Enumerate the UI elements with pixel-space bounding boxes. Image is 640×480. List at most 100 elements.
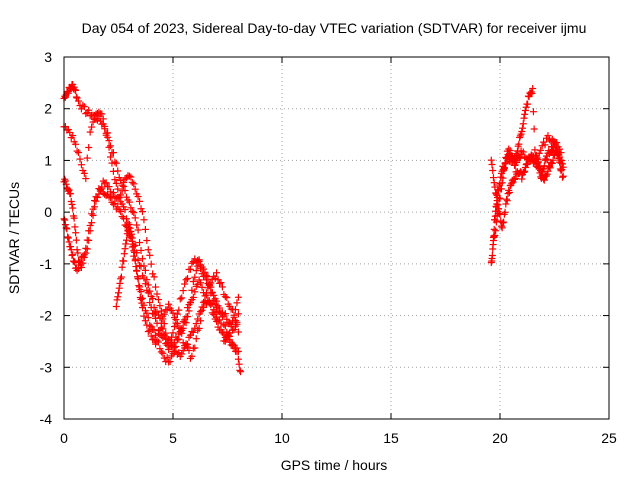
data-point — [80, 169, 88, 177]
data-point — [489, 237, 497, 245]
data-point — [113, 296, 121, 304]
data-point — [80, 103, 88, 111]
data-point — [235, 360, 243, 368]
data-point — [160, 320, 168, 328]
data-point — [181, 316, 189, 324]
data-point — [88, 210, 96, 218]
data-point — [61, 216, 69, 224]
data-point — [138, 299, 146, 307]
data-point — [107, 142, 115, 150]
data-point — [71, 86, 79, 94]
data-point — [72, 93, 80, 101]
chart-title: Day 054 of 2023, Sidereal Day-to-day VTE… — [82, 20, 587, 36]
data-point — [154, 330, 162, 338]
data-point — [85, 227, 93, 235]
data-point — [224, 333, 232, 341]
data-point — [197, 308, 205, 316]
data-point — [140, 312, 148, 320]
data-point — [75, 265, 83, 273]
data-point — [129, 240, 137, 248]
data-point — [558, 173, 566, 181]
data-point — [557, 149, 565, 157]
data-point — [70, 214, 78, 222]
data-point — [506, 147, 514, 155]
data-point — [173, 320, 181, 328]
data-point — [138, 304, 146, 312]
data-point — [501, 159, 509, 167]
data-point — [63, 225, 71, 233]
data-point — [237, 368, 245, 376]
data-point — [524, 100, 532, 108]
data-point — [236, 366, 244, 374]
data-point — [67, 246, 75, 254]
data-point — [189, 328, 197, 336]
data-point — [492, 227, 500, 235]
data-point — [102, 179, 110, 187]
data-point — [112, 302, 120, 310]
data-point — [114, 293, 122, 301]
data-point — [202, 289, 210, 297]
data-point — [120, 178, 128, 186]
data-point — [492, 189, 500, 197]
data-point — [75, 149, 83, 157]
data-point — [192, 267, 200, 275]
data-point — [178, 329, 186, 337]
data-point — [182, 276, 190, 284]
data-point — [134, 192, 142, 200]
data-point — [130, 248, 138, 256]
series-6 — [487, 85, 567, 267]
data-point — [490, 225, 498, 233]
data-point — [500, 218, 508, 226]
data-point — [200, 265, 208, 273]
data-point — [136, 239, 144, 247]
data-point — [67, 197, 75, 205]
data-point — [146, 251, 154, 259]
data-point — [163, 354, 171, 362]
data-point — [178, 350, 186, 358]
y-tick-labels: -4 -3 -2 -1 0 1 2 3 — [40, 49, 53, 427]
data-point — [72, 236, 80, 244]
data-point — [69, 251, 77, 259]
data-point — [165, 300, 173, 308]
data-point — [72, 229, 80, 237]
data-point — [529, 108, 537, 116]
data-point — [71, 223, 79, 231]
data-point — [546, 164, 554, 172]
data-point — [108, 159, 116, 167]
data-point — [201, 268, 209, 276]
data-point — [188, 352, 196, 360]
x-tick-labels: 0 5 10 15 20 25 — [60, 430, 617, 446]
y-tick-label: 2 — [44, 101, 52, 117]
data-point — [207, 301, 215, 309]
data-point — [185, 346, 193, 354]
data-point — [157, 348, 165, 356]
data-point — [511, 174, 519, 182]
data-point — [223, 332, 231, 340]
data-point — [138, 208, 146, 216]
x-axis-label: GPS time / hours — [281, 457, 388, 473]
data-point — [125, 221, 133, 229]
data-point — [234, 355, 242, 363]
data-point — [540, 176, 548, 184]
data-point — [488, 161, 496, 169]
data-point — [489, 174, 497, 182]
data-point — [558, 165, 566, 173]
data-point — [530, 125, 538, 133]
data-point — [141, 225, 149, 233]
data-point — [490, 179, 498, 187]
data-point — [504, 190, 512, 198]
data-point — [122, 240, 130, 248]
data-point — [98, 110, 106, 118]
x-tick-label: 10 — [274, 430, 290, 446]
series-8 — [489, 132, 565, 245]
data-point — [534, 163, 542, 171]
data-point — [64, 89, 72, 97]
data-point — [156, 345, 164, 353]
data-point — [144, 328, 152, 336]
data-point — [522, 103, 530, 111]
data-point — [543, 170, 551, 178]
data-point — [136, 197, 144, 205]
data-point — [520, 114, 528, 122]
data-point — [515, 140, 523, 148]
data-point — [85, 106, 93, 114]
